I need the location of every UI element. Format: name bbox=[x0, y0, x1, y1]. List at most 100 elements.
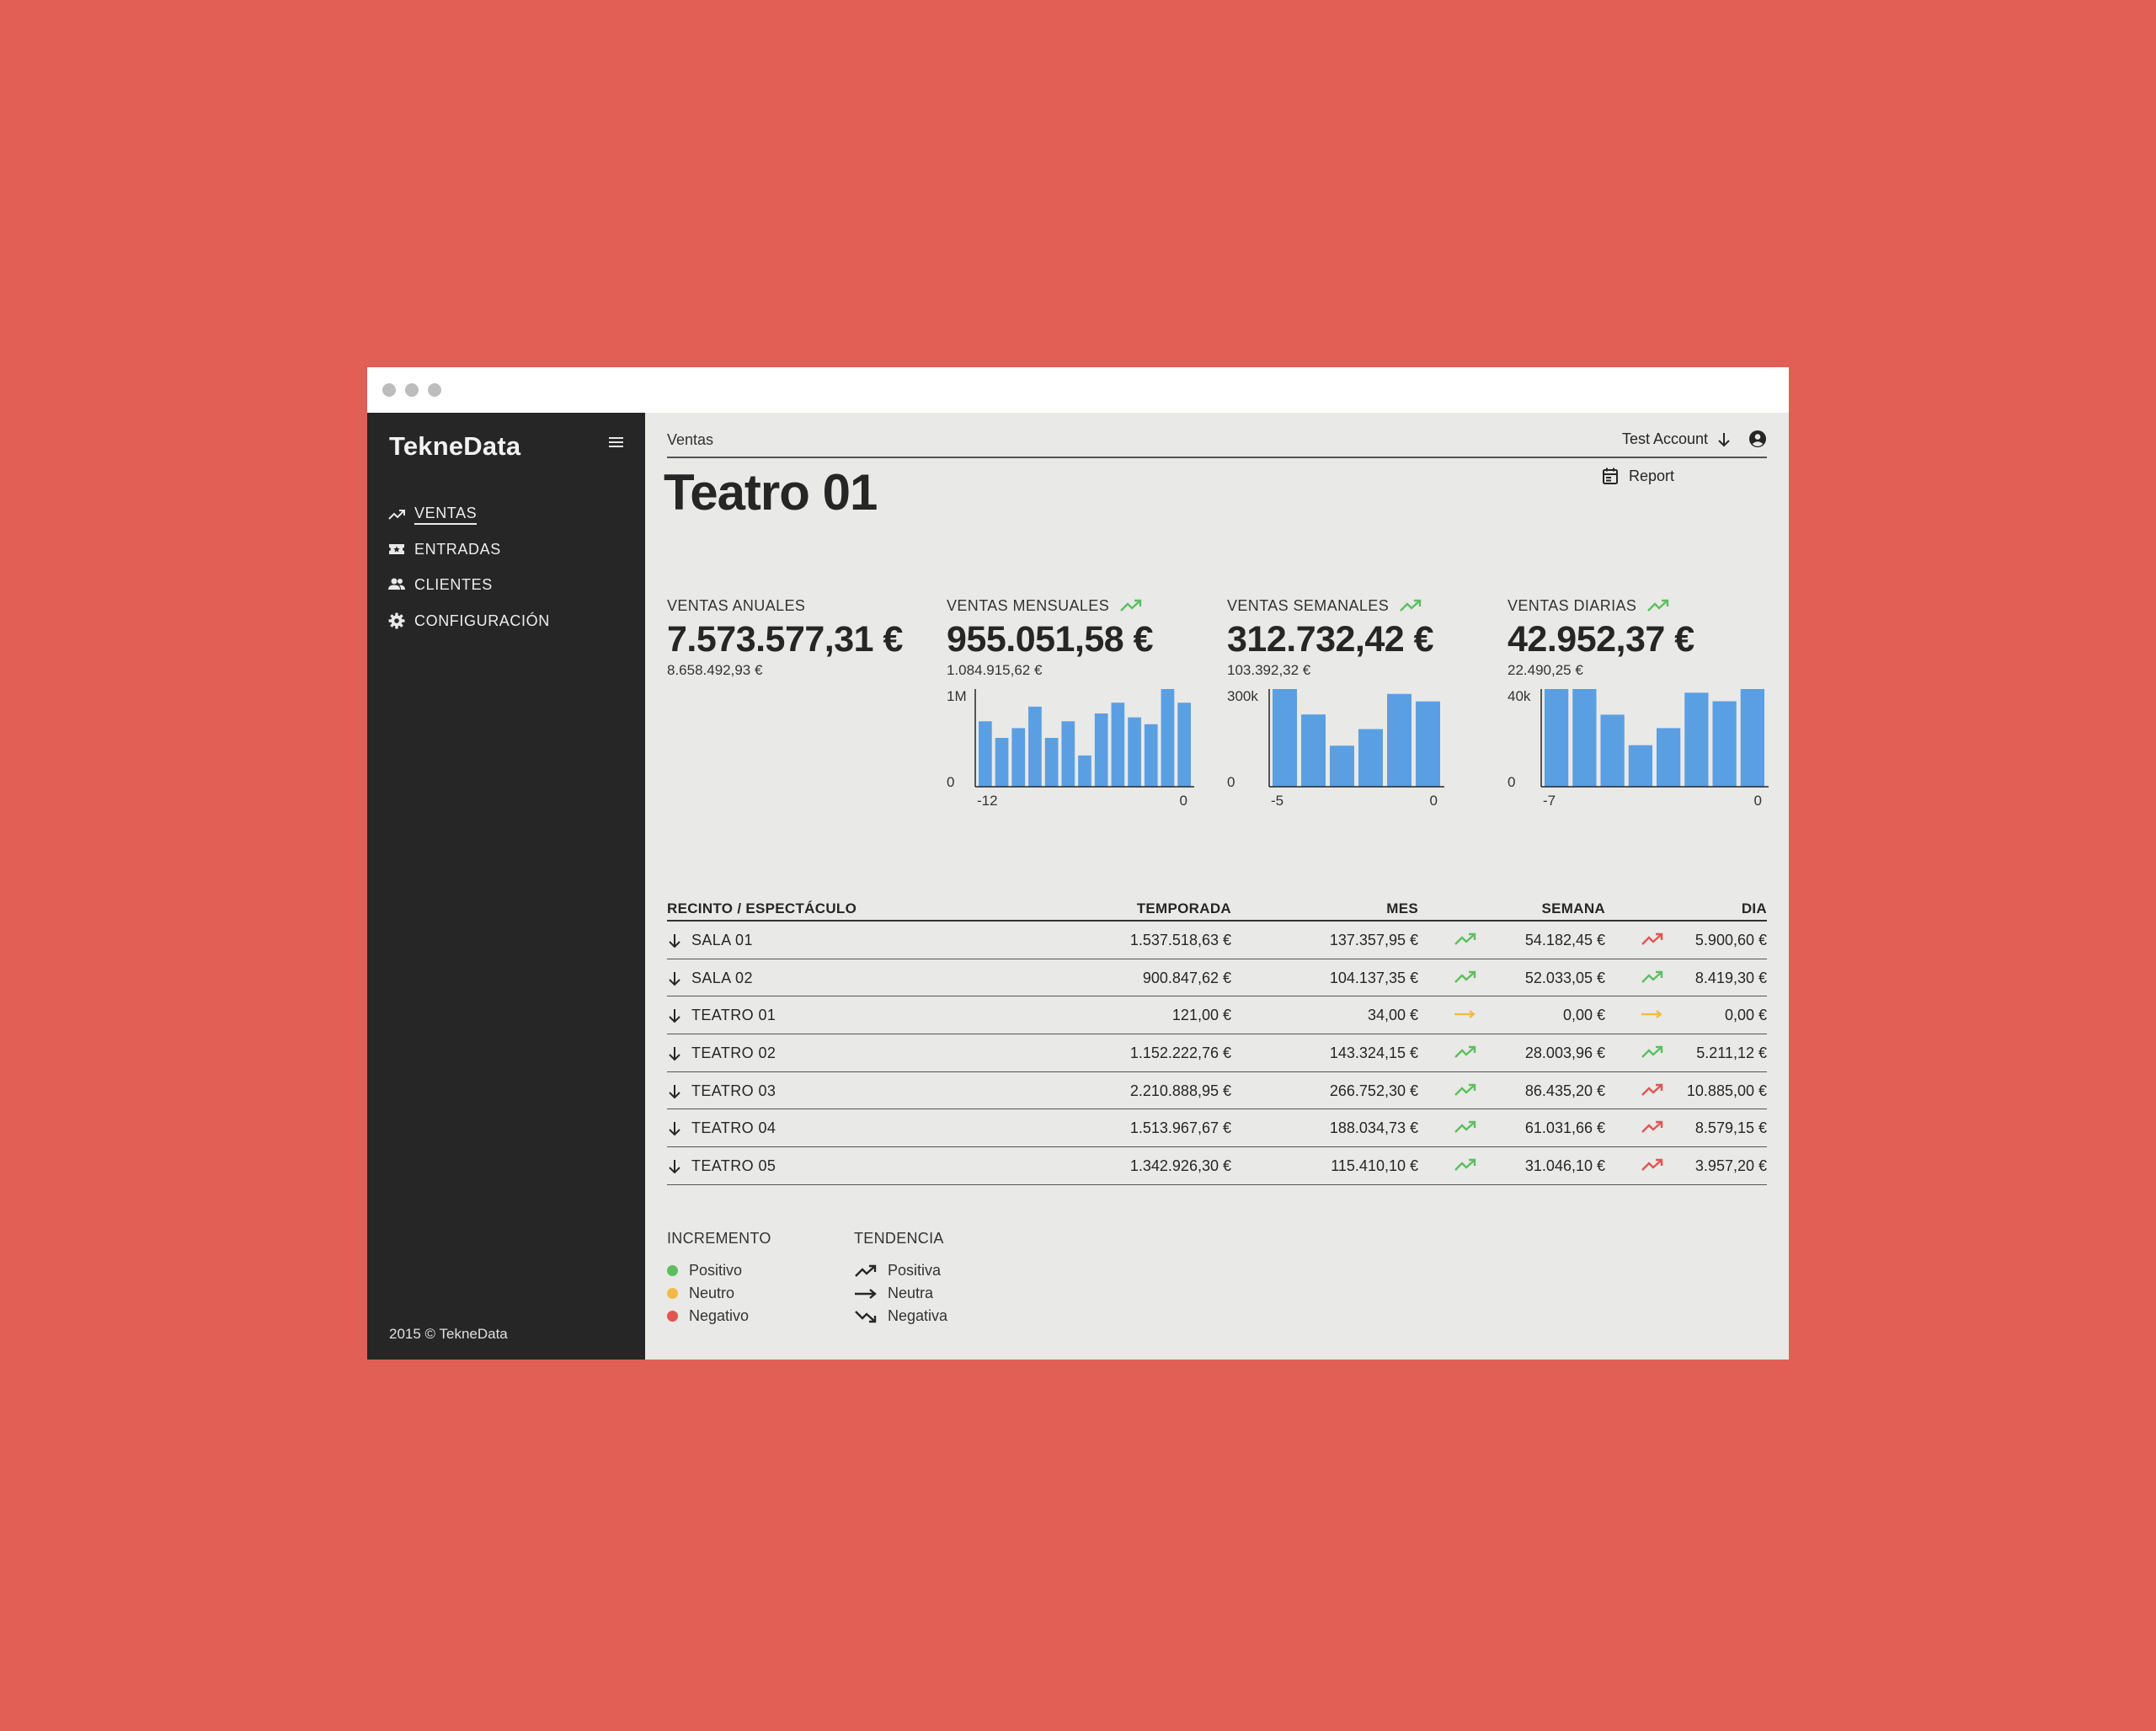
account-dropdown[interactable]: Test Account bbox=[1622, 430, 1732, 448]
cell-temporada: 2.210.888,95 € bbox=[1129, 1082, 1231, 1099]
trend-up-icon bbox=[1454, 1158, 1476, 1171]
x-tick-label: -12 bbox=[977, 793, 998, 809]
sidebar-item-ventas[interactable]: VENTAS bbox=[387, 502, 478, 527]
x-tick-label: 0 bbox=[1430, 793, 1438, 809]
user-account-icon[interactable] bbox=[1748, 430, 1767, 452]
sidebar-item-entradas[interactable]: ENTRADAS bbox=[387, 537, 501, 562]
row-name: SALA 01 bbox=[691, 932, 753, 948]
dia-trend bbox=[1641, 1157, 1664, 1177]
expand-arrow-icon[interactable] bbox=[667, 1158, 682, 1175]
kpi-previous-value: 103.392,32 € bbox=[1227, 662, 1311, 678]
page-title: Teatro 01 bbox=[664, 464, 878, 521]
kpi-previous-value: 8.658.492,93 € bbox=[667, 662, 763, 678]
semana-trend bbox=[1454, 1007, 1477, 1026]
sidebar-item-label: ENTRADAS bbox=[414, 540, 501, 558]
dia-trend bbox=[1641, 970, 1664, 989]
expand-arrow-icon[interactable] bbox=[667, 1007, 682, 1024]
menu-icon[interactable] bbox=[606, 433, 627, 451]
chart-bar bbox=[1416, 701, 1440, 787]
x-tick-label: 0 bbox=[1754, 793, 1762, 809]
gear-icon bbox=[387, 612, 406, 630]
trend-up-icon bbox=[1641, 970, 1663, 983]
chart-bar bbox=[1061, 721, 1075, 787]
sidebar-item-label: VENTAS bbox=[414, 505, 478, 525]
footer-copyright: 2015 © TekneData bbox=[389, 1326, 508, 1342]
table-row[interactable]: TEATRO 05 1.342.926,30 € 115.410,10 € 31… bbox=[667, 1147, 1767, 1185]
trend-up-icon bbox=[1641, 1158, 1663, 1171]
chart-bar bbox=[1684, 692, 1709, 787]
chart-bar bbox=[1358, 729, 1383, 787]
cell-dia: 8.419,30 € bbox=[1694, 969, 1767, 986]
chart-bar bbox=[1177, 703, 1191, 787]
trending-up-icon bbox=[387, 505, 406, 524]
chart-bar bbox=[1028, 706, 1042, 787]
cell-temporada: 900.847,62 € bbox=[1142, 969, 1231, 986]
expand-arrow-icon[interactable] bbox=[667, 970, 682, 987]
legend-label: Neutra bbox=[888, 1285, 934, 1301]
trend-up-icon bbox=[1641, 1083, 1663, 1096]
window-close-dot[interactable] bbox=[382, 383, 396, 397]
trend-flat-icon bbox=[1641, 1010, 1662, 1019]
row-name: TEATRO 03 bbox=[691, 1082, 776, 1099]
table-row[interactable]: TEATRO 04 1.513.967,67 € 188.034,73 € 61… bbox=[667, 1109, 1767, 1148]
window-minimize-dot[interactable] bbox=[405, 383, 419, 397]
window-maximize-dot[interactable] bbox=[428, 383, 441, 397]
expand-arrow-icon[interactable] bbox=[667, 932, 682, 949]
expand-arrow-icon[interactable] bbox=[667, 1083, 682, 1100]
chart-bar bbox=[1078, 755, 1091, 787]
dia-trend bbox=[1641, 932, 1664, 951]
column-header[interactable]: MES bbox=[1386, 900, 1418, 916]
report-label: Report bbox=[1629, 467, 1675, 484]
expand-arrow-icon[interactable] bbox=[667, 1120, 682, 1137]
calendar-icon bbox=[1603, 467, 1618, 484]
chart-bar bbox=[1011, 728, 1026, 787]
table-row[interactable]: SALA 02 900.847,62 € 104.137,35 € 52.033… bbox=[667, 959, 1767, 997]
sidebar-item-clientes[interactable]: CLIENTES bbox=[387, 572, 493, 597]
column-header[interactable]: DIA bbox=[1741, 900, 1767, 916]
brand-logo[interactable]: TekneData bbox=[389, 431, 521, 461]
weekly-sales-chart: 0 300k -5 0 bbox=[1227, 689, 1444, 809]
y-tick-label: 1M bbox=[947, 689, 967, 704]
legend-title: INCREMENTO bbox=[667, 1230, 771, 1247]
app-window: TekneData VENTAS ENTRADAS CLIENTES bbox=[367, 367, 1789, 1360]
chart-bar bbox=[1044, 738, 1059, 787]
column-header[interactable]: RECINTO / ESPECTÁCULO bbox=[667, 900, 857, 916]
sales-table: RECINTO / ESPECTÁCULO TEMPORADA MES SEMA… bbox=[667, 898, 1767, 1185]
legend-label: Positiva bbox=[888, 1262, 942, 1279]
expand-arrow-icon[interactable] bbox=[667, 1045, 682, 1062]
cell-semana: 54.182,45 € bbox=[1524, 932, 1605, 948]
legend-label: Neutro bbox=[689, 1285, 735, 1301]
column-header[interactable]: TEMPORADA bbox=[1136, 900, 1231, 916]
breadcrumb[interactable]: Ventas bbox=[667, 431, 714, 448]
cell-temporada: 1.152.222,76 € bbox=[1129, 1044, 1231, 1062]
legend-title: TENDENCIA bbox=[854, 1230, 944, 1247]
chart-bar bbox=[1657, 728, 1681, 787]
legend-item: Positiva bbox=[854, 1259, 947, 1282]
increment-legend: INCREMENTO Positivo Neutro Negativo bbox=[667, 1230, 771, 1328]
trend-up-icon bbox=[1641, 1045, 1663, 1058]
chart-bar bbox=[1628, 745, 1652, 787]
kpi-previous-value: 22.490,25 € bbox=[1508, 662, 1583, 678]
kpi-label: VENTAS SEMANALES bbox=[1227, 596, 1390, 614]
chart-bar bbox=[1301, 714, 1326, 787]
kpi-value: 7.573.577,31 € bbox=[667, 619, 903, 660]
table-row[interactable]: TEATRO 01 121,00 € 34,00 € 0,00 € 0,00 € bbox=[667, 996, 1767, 1035]
legend-item: Negativa bbox=[854, 1305, 947, 1328]
table-row[interactable]: TEATRO 03 2.210.888,95 € 266.752,30 € 86… bbox=[667, 1072, 1767, 1110]
positive-dot-icon bbox=[667, 1265, 678, 1276]
sidebar-item-configuracion[interactable]: CONFIGURACIÓN bbox=[387, 608, 550, 633]
cell-temporada: 1.513.967,67 € bbox=[1129, 1119, 1231, 1137]
table-header: RECINTO / ESPECTÁCULO TEMPORADA MES SEMA… bbox=[667, 898, 1767, 922]
kpi-previous-value: 1.084.915,62 € bbox=[947, 662, 1043, 678]
semana-trend bbox=[1454, 970, 1477, 989]
cell-mes: 143.324,15 € bbox=[1329, 1044, 1418, 1062]
report-button[interactable]: Report bbox=[1602, 467, 1674, 485]
legend-item: Neutro bbox=[667, 1282, 771, 1305]
cell-temporada: 1.342.926,30 € bbox=[1129, 1157, 1231, 1175]
cell-semana: 28.003,96 € bbox=[1524, 1044, 1605, 1062]
table-row[interactable]: SALA 01 1.537.518,63 € 137.357,95 € 54.1… bbox=[667, 922, 1767, 959]
table-row[interactable]: TEATRO 02 1.152.222,76 € 143.324,15 € 28… bbox=[667, 1034, 1767, 1072]
column-header[interactable]: SEMANA bbox=[1541, 900, 1605, 916]
chart-bar bbox=[1111, 703, 1125, 787]
trend-up-icon bbox=[1454, 932, 1476, 945]
